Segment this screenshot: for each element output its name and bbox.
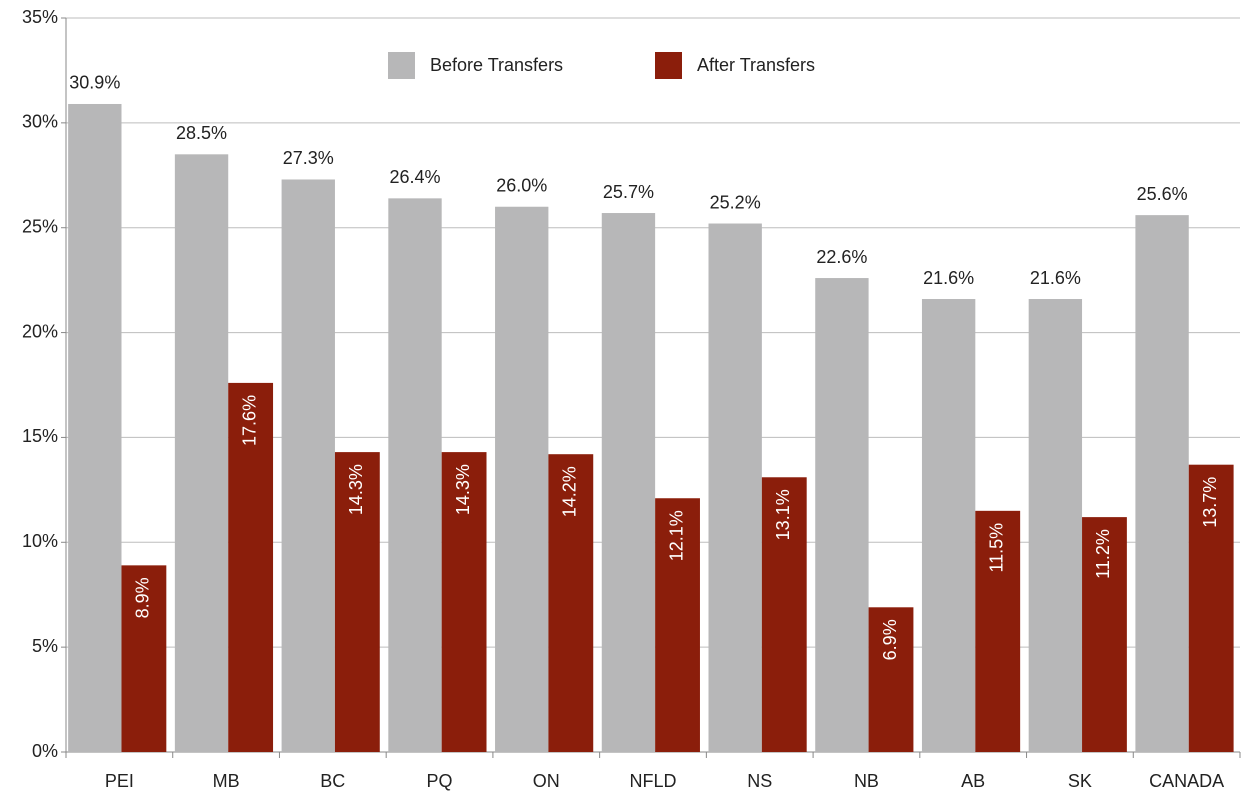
- value-label: 25.2%: [710, 192, 761, 212]
- bar: [601, 213, 656, 752]
- y-tick-label: 20%: [22, 321, 58, 341]
- value-label: 26.0%: [496, 175, 547, 195]
- value-label: 13.7%: [1200, 477, 1220, 528]
- x-tick-label: NS: [747, 771, 772, 791]
- x-tick-label: ON: [533, 771, 560, 791]
- bar: [1188, 464, 1234, 752]
- value-label: 26.4%: [389, 167, 440, 187]
- bar: [228, 382, 274, 752]
- x-tick-label: PQ: [427, 771, 453, 791]
- bar: [68, 103, 122, 753]
- value-label: 25.7%: [603, 182, 654, 202]
- bar: [121, 565, 167, 752]
- legend-label: After Transfers: [697, 55, 815, 75]
- x-tick-label: PEI: [105, 771, 134, 791]
- y-tick-label: 35%: [22, 7, 58, 27]
- x-tick-label: AB: [961, 771, 985, 791]
- value-label: 11.2%: [1093, 529, 1113, 579]
- bar: [388, 198, 442, 753]
- y-tick-label: 0%: [32, 741, 58, 761]
- value-label: 17.6%: [239, 395, 259, 446]
- value-label: 14.2%: [560, 466, 580, 517]
- value-label: 30.9%: [69, 73, 120, 93]
- value-label: 22.6%: [816, 247, 867, 267]
- legend-label: Before Transfers: [430, 55, 563, 75]
- x-tick-label: BC: [320, 771, 345, 791]
- x-tick-label: NB: [854, 771, 879, 791]
- bar: [548, 454, 594, 752]
- bar: [334, 452, 380, 752]
- value-label: 12.1%: [666, 510, 686, 561]
- value-label: 27.3%: [283, 148, 334, 168]
- y-tick-label: 5%: [32, 636, 58, 656]
- value-label: 21.6%: [923, 268, 974, 288]
- x-tick-label: NFLD: [629, 771, 676, 791]
- bar: [1135, 215, 1189, 753]
- value-label: 6.9%: [880, 619, 900, 660]
- x-tick-label: SK: [1068, 771, 1092, 791]
- x-tick-label: MB: [213, 771, 240, 791]
- value-label: 14.3%: [453, 464, 473, 515]
- bar: [174, 154, 229, 753]
- bar: [761, 477, 807, 752]
- bar: [441, 452, 487, 752]
- value-label: 14.3%: [346, 464, 366, 515]
- y-tick-label: 30%: [22, 112, 58, 132]
- legend-swatch: [388, 52, 415, 79]
- bar: [868, 607, 914, 752]
- value-label: 21.6%: [1030, 268, 1081, 288]
- value-label: 28.5%: [176, 123, 227, 143]
- bar: [281, 179, 335, 753]
- bar: [975, 510, 1021, 752]
- value-label: 11.5%: [986, 523, 1006, 573]
- bar: [708, 223, 762, 752]
- legend-swatch: [655, 52, 682, 79]
- bar: [1082, 517, 1127, 752]
- bar: [815, 278, 869, 752]
- value-label: 8.9%: [133, 577, 153, 618]
- x-tick-label: CANADA: [1149, 771, 1224, 791]
- y-tick-label: 10%: [22, 531, 58, 551]
- bar: [921, 299, 976, 752]
- bar: [495, 206, 549, 752]
- bar: [655, 498, 700, 752]
- value-label: 25.6%: [1137, 184, 1188, 204]
- value-label: 13.1%: [773, 489, 793, 540]
- y-tick-label: 15%: [22, 426, 58, 446]
- bar: [1028, 299, 1083, 752]
- y-tick-label: 25%: [22, 216, 58, 236]
